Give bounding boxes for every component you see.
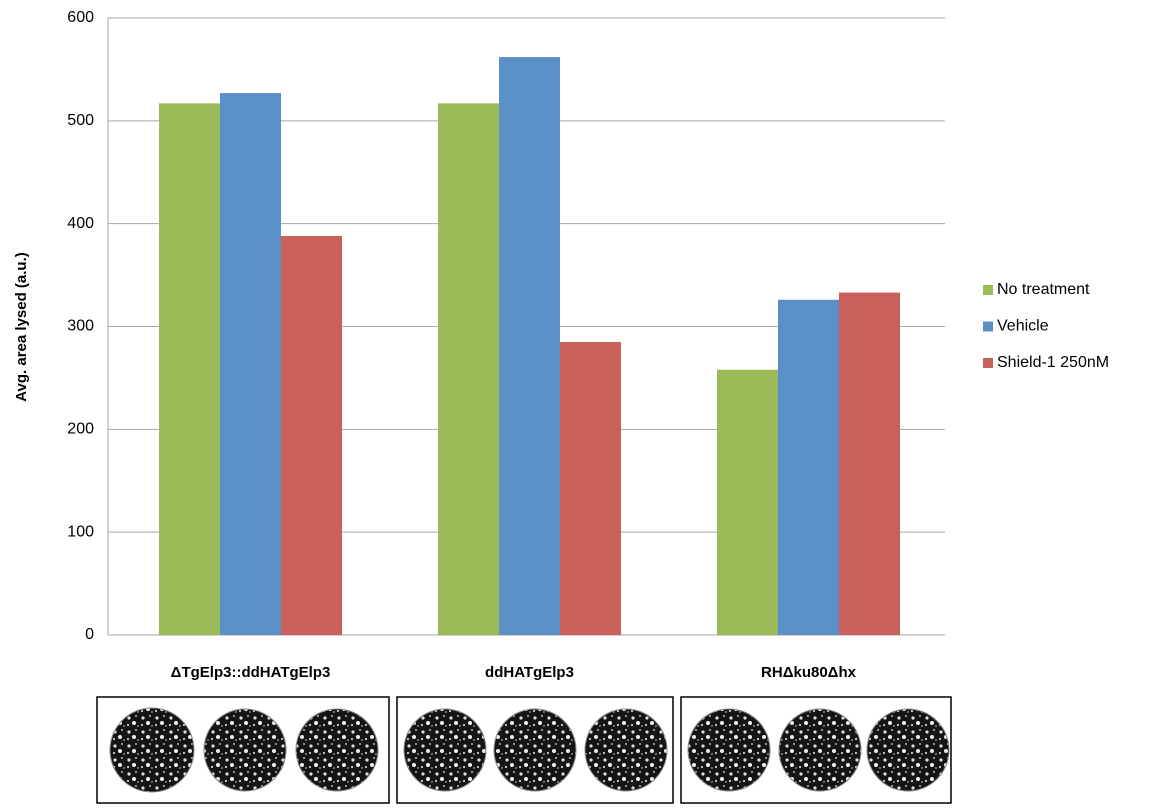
- y-tick-label: 400: [67, 215, 94, 232]
- y-tick-label: 100: [67, 523, 94, 540]
- bar: [560, 342, 621, 635]
- legend-swatch: [983, 358, 993, 368]
- legend-label: Shield-1 250nM: [997, 354, 1109, 371]
- bar: [839, 293, 900, 635]
- bar: [159, 103, 220, 635]
- y-tick-label: 200: [67, 421, 94, 438]
- bar: [220, 93, 281, 635]
- bar: [717, 370, 778, 635]
- y-tick-label: 0: [85, 626, 94, 643]
- plate-images: [97, 697, 951, 803]
- bar: [778, 300, 839, 635]
- y-tick-label: 300: [67, 318, 94, 335]
- y-tick-label: 600: [67, 9, 94, 26]
- x-tick-label: RHΔku80Δhx: [761, 664, 857, 681]
- legend-label: No treatment: [997, 281, 1090, 298]
- legend-swatch: [983, 285, 993, 295]
- legend-swatch: [983, 322, 993, 332]
- x-tick-label: ΔTgElp3::ddHATgElp3: [171, 664, 331, 681]
- y-tick-label: 500: [67, 112, 94, 129]
- bar: [438, 103, 499, 635]
- bar: [281, 236, 342, 635]
- legend-label: Vehicle: [997, 318, 1049, 335]
- chart: Avg. area lysed (a.u.) 0 100 200 300 400 500 6…: [0, 0, 1157, 809]
- bar: [499, 57, 560, 635]
- x-tick-label: ddHATgElp3: [485, 664, 574, 681]
- y-axis-title: Avg. area lysed (a.u.): [13, 252, 30, 402]
